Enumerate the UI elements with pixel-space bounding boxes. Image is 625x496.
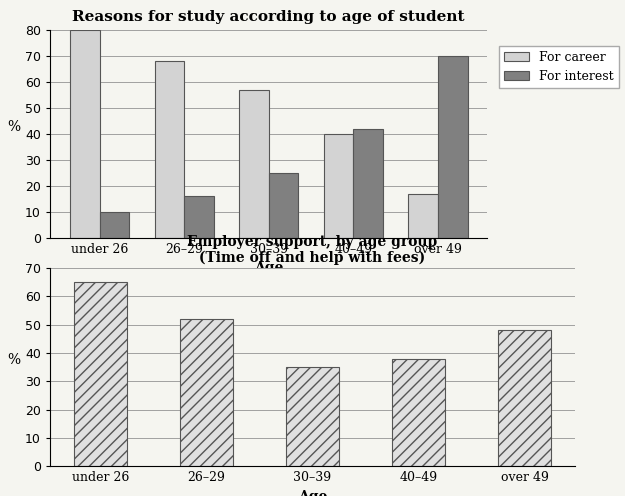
Title: Employer support, by age group
(Time off and help with fees): Employer support, by age group (Time off… <box>188 235 438 265</box>
Bar <box>353 128 383 238</box>
Bar <box>154 61 184 238</box>
Legend: For career, For interest: For career, For interest <box>499 46 619 88</box>
Bar <box>438 56 468 238</box>
Bar <box>70 30 99 238</box>
Y-axis label: %: % <box>8 120 21 134</box>
Y-axis label: %: % <box>8 353 21 367</box>
Bar <box>392 359 445 466</box>
Bar <box>408 194 438 238</box>
Title: Reasons for study according to age of student: Reasons for study according to age of st… <box>72 10 465 24</box>
Bar <box>286 367 339 466</box>
X-axis label: Age: Age <box>254 261 284 275</box>
Bar <box>324 134 353 238</box>
X-axis label: Age: Age <box>298 490 328 496</box>
Bar <box>498 330 551 466</box>
Bar <box>99 212 129 238</box>
Bar <box>180 319 233 466</box>
Bar <box>239 90 269 238</box>
Bar <box>74 282 127 466</box>
Bar <box>184 196 214 238</box>
Bar <box>269 173 298 238</box>
